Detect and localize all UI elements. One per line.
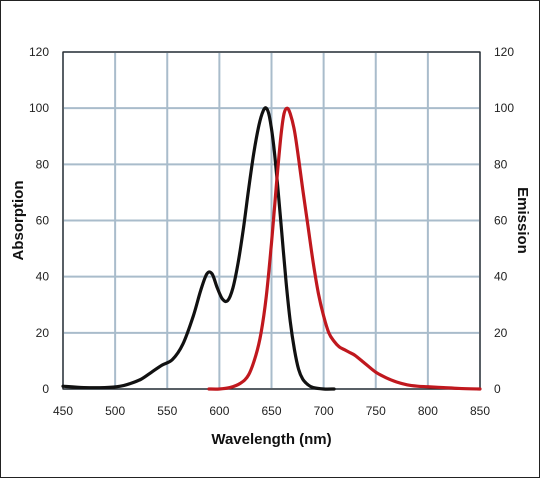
grid-lines [62,51,481,390]
y-tick-labels-right: 0 20 40 60 80 100 120 [494,45,514,396]
y-tick-label-right: 0 [494,382,501,396]
x-tick-label: 500 [105,404,125,418]
x-tick-label: 600 [209,404,229,418]
x-tick-label: 800 [418,404,438,418]
y-tick-label-right: 40 [494,270,508,284]
x-axis-title: Wavelength (nm) [211,431,331,448]
x-tick-label: 450 [53,404,73,418]
y-tick-label-left: 80 [36,157,50,171]
y-tick-label-left: 60 [36,214,50,228]
y-tick-label-right: 100 [494,101,514,115]
x-tick-label: 700 [314,404,334,418]
y-axis-title-left: Absorption [10,181,27,261]
x-tick-label: 550 [157,404,177,418]
y-tick-label-right: 20 [494,326,508,340]
absorption-series-line [61,106,336,391]
x-tick-label: 650 [261,404,281,418]
y-tick-label-right: 80 [494,157,508,171]
emission-series-line [207,106,482,391]
y-tick-label-left: 100 [29,101,49,115]
y-tick-label-left: 40 [36,270,50,284]
y-tick-label-left: 0 [42,382,49,396]
plot-area-border [62,51,481,390]
x-tick-label: 850 [470,404,490,418]
y-axis-title-right: Emission [514,187,531,254]
y-tick-label-left: 120 [29,45,49,59]
y-tick-label-right: 120 [494,45,514,59]
series-layer [61,106,482,391]
y-tick-label-left: 20 [36,326,50,340]
x-tick-label: 750 [366,404,386,418]
y-tick-label-right: 60 [494,214,508,228]
y-tick-labels-left: 0 20 40 60 80 100 120 [29,45,49,396]
x-tick-labels: 450 500 550 600 650 700 750 800 850 [53,404,490,418]
